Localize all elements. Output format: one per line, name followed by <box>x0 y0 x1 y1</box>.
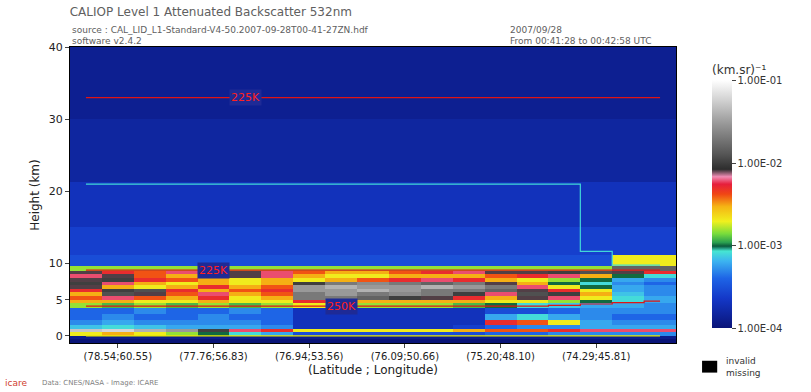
svg-text:icare: icare <box>5 378 27 388</box>
svg-text:225K: 225K <box>199 264 228 277</box>
svg-text:(77.76;56.83): (77.76;56.83) <box>179 351 248 362</box>
svg-text:1.00E-02: 1.00E-02 <box>738 158 783 169</box>
svg-text:(Latitude ; Longitude): (Latitude ; Longitude) <box>308 363 438 377</box>
svg-text:1.00E-03: 1.00E-03 <box>738 240 783 251</box>
svg-text:2007/09/28: 2007/09/28 <box>510 25 562 35</box>
svg-text:30: 30 <box>49 113 63 126</box>
svg-text:(74.29;45.81): (74.29;45.81) <box>562 351 631 362</box>
svg-text:invalidmissing: invalidmissing <box>726 356 761 378</box>
svg-text:CALIOP Level 1 Attenuated Back: CALIOP Level 1 Attenuated Backscatter 53… <box>70 5 352 19</box>
svg-text:1.00E-01: 1.00E-01 <box>738 75 783 86</box>
svg-text:40: 40 <box>49 41 63 54</box>
svg-text:source : CAL_LID_L1-Standard-V: source : CAL_LID_L1-Standard-V4-50.2007-… <box>72 25 369 35</box>
svg-text:(km.sr)⁻¹: (km.sr)⁻¹ <box>712 63 766 77</box>
svg-text:software v2.4.2: software v2.4.2 <box>72 36 142 46</box>
svg-text:5: 5 <box>56 294 63 307</box>
svg-text:Data: CNES/NASA - Image: ICARE: Data: CNES/NASA - Image: ICARE <box>42 379 159 387</box>
svg-text:250K: 250K <box>327 300 356 313</box>
svg-text:From 00:41:28 to 00:42:58 UTC: From 00:41:28 to 00:42:58 UTC <box>510 36 651 46</box>
svg-text:225K: 225K <box>231 91 260 104</box>
svg-text:0: 0 <box>56 330 63 343</box>
svg-text:(76.94;53.56): (76.94;53.56) <box>275 351 344 362</box>
svg-text:Height (km): Height (km) <box>28 159 42 230</box>
svg-text:(75.20;48.10): (75.20;48.10) <box>466 351 535 362</box>
svg-text:(78.54;60.55): (78.54;60.55) <box>84 351 153 362</box>
svg-text:10: 10 <box>49 257 63 270</box>
svg-text:(76.09;50.66): (76.09;50.66) <box>371 351 440 362</box>
svg-text:20: 20 <box>49 185 63 198</box>
svg-text:1.00E-04: 1.00E-04 <box>738 323 783 334</box>
